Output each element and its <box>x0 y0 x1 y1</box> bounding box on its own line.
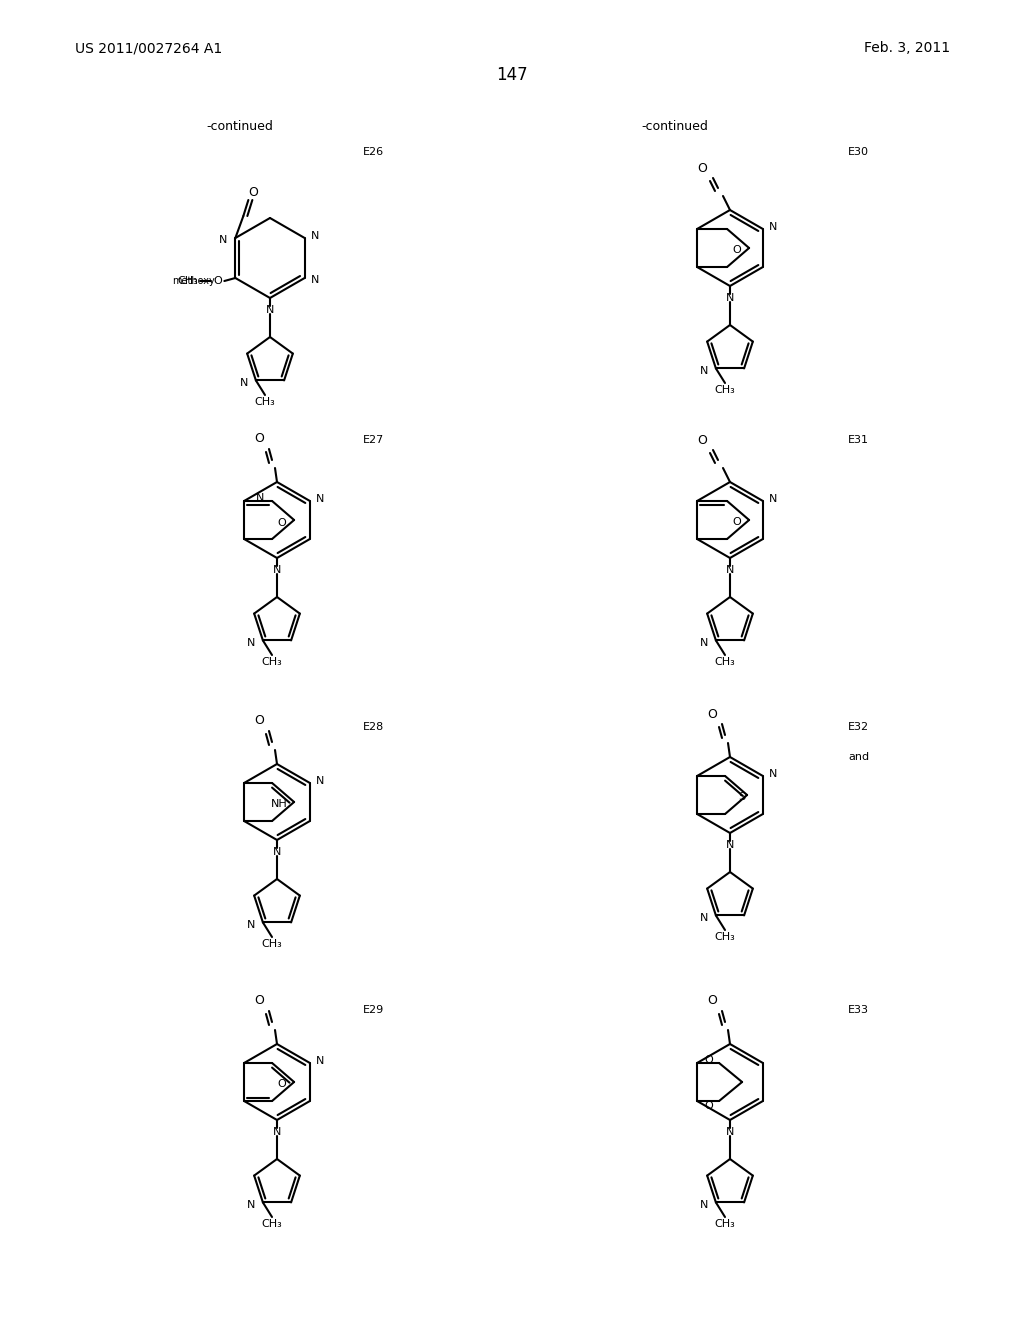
Text: N: N <box>726 840 734 850</box>
Text: E33: E33 <box>848 1005 869 1015</box>
Text: CH₃: CH₃ <box>715 932 735 942</box>
Text: E31: E31 <box>848 436 869 445</box>
Text: Feb. 3, 2011: Feb. 3, 2011 <box>864 41 950 55</box>
Text: CH₃: CH₃ <box>715 1218 735 1229</box>
Text: CH₃: CH₃ <box>261 657 283 667</box>
Text: CH₃: CH₃ <box>715 385 735 395</box>
Text: N: N <box>769 222 777 232</box>
Text: N: N <box>247 920 255 931</box>
Text: S: S <box>738 792 745 803</box>
Text: NH: NH <box>270 799 288 809</box>
Text: N: N <box>272 565 282 576</box>
Text: E26: E26 <box>362 147 384 157</box>
Text: N: N <box>699 913 708 924</box>
Text: O: O <box>278 517 287 528</box>
Text: O: O <box>697 161 707 174</box>
Text: methoxy: methoxy <box>172 276 215 286</box>
Text: O: O <box>697 433 707 446</box>
Text: N: N <box>699 639 708 648</box>
Text: N: N <box>219 235 227 246</box>
Text: O: O <box>707 708 717 721</box>
Text: N: N <box>266 305 274 315</box>
Text: N: N <box>272 847 282 857</box>
Text: N: N <box>256 492 264 503</box>
Text: N: N <box>726 1127 734 1137</box>
Text: N: N <box>769 494 777 504</box>
Text: O: O <box>705 1101 714 1111</box>
Text: -continued: -continued <box>642 120 709 133</box>
Text: CH₃: CH₃ <box>261 939 283 949</box>
Text: N: N <box>310 275 318 285</box>
Text: O: O <box>278 1078 287 1089</box>
Text: E30: E30 <box>848 147 869 157</box>
Text: CH₃: CH₃ <box>261 1218 283 1229</box>
Text: 147: 147 <box>497 66 527 84</box>
Text: O: O <box>733 246 741 255</box>
Text: N: N <box>272 1127 282 1137</box>
Text: N: N <box>247 639 255 648</box>
Text: and: and <box>848 752 869 762</box>
Text: O: O <box>254 714 264 727</box>
Text: E27: E27 <box>362 436 384 445</box>
Text: N: N <box>726 565 734 576</box>
Text: -continued: -continued <box>207 120 273 133</box>
Text: O: O <box>213 276 222 286</box>
Text: N: N <box>315 1056 325 1067</box>
Text: O: O <box>254 433 264 446</box>
Text: O: O <box>733 517 741 527</box>
Text: O: O <box>707 994 717 1007</box>
Text: N: N <box>726 293 734 304</box>
Text: O: O <box>249 186 258 199</box>
Text: O: O <box>254 994 264 1007</box>
Text: US 2011/0027264 A1: US 2011/0027264 A1 <box>75 41 222 55</box>
Text: N: N <box>769 770 777 779</box>
Text: E32: E32 <box>848 722 869 733</box>
Text: E29: E29 <box>362 1005 384 1015</box>
Text: CH₃: CH₃ <box>255 397 275 407</box>
Text: N: N <box>699 367 708 376</box>
Text: N: N <box>247 1200 255 1210</box>
Text: N: N <box>315 776 325 785</box>
Text: E28: E28 <box>362 722 384 733</box>
Text: N: N <box>699 1200 708 1210</box>
Text: N: N <box>310 231 318 242</box>
Text: CH₃: CH₃ <box>715 657 735 667</box>
Text: CH₃: CH₃ <box>177 276 198 286</box>
Text: N: N <box>315 494 325 504</box>
Text: O: O <box>705 1055 714 1065</box>
Text: N: N <box>240 379 248 388</box>
